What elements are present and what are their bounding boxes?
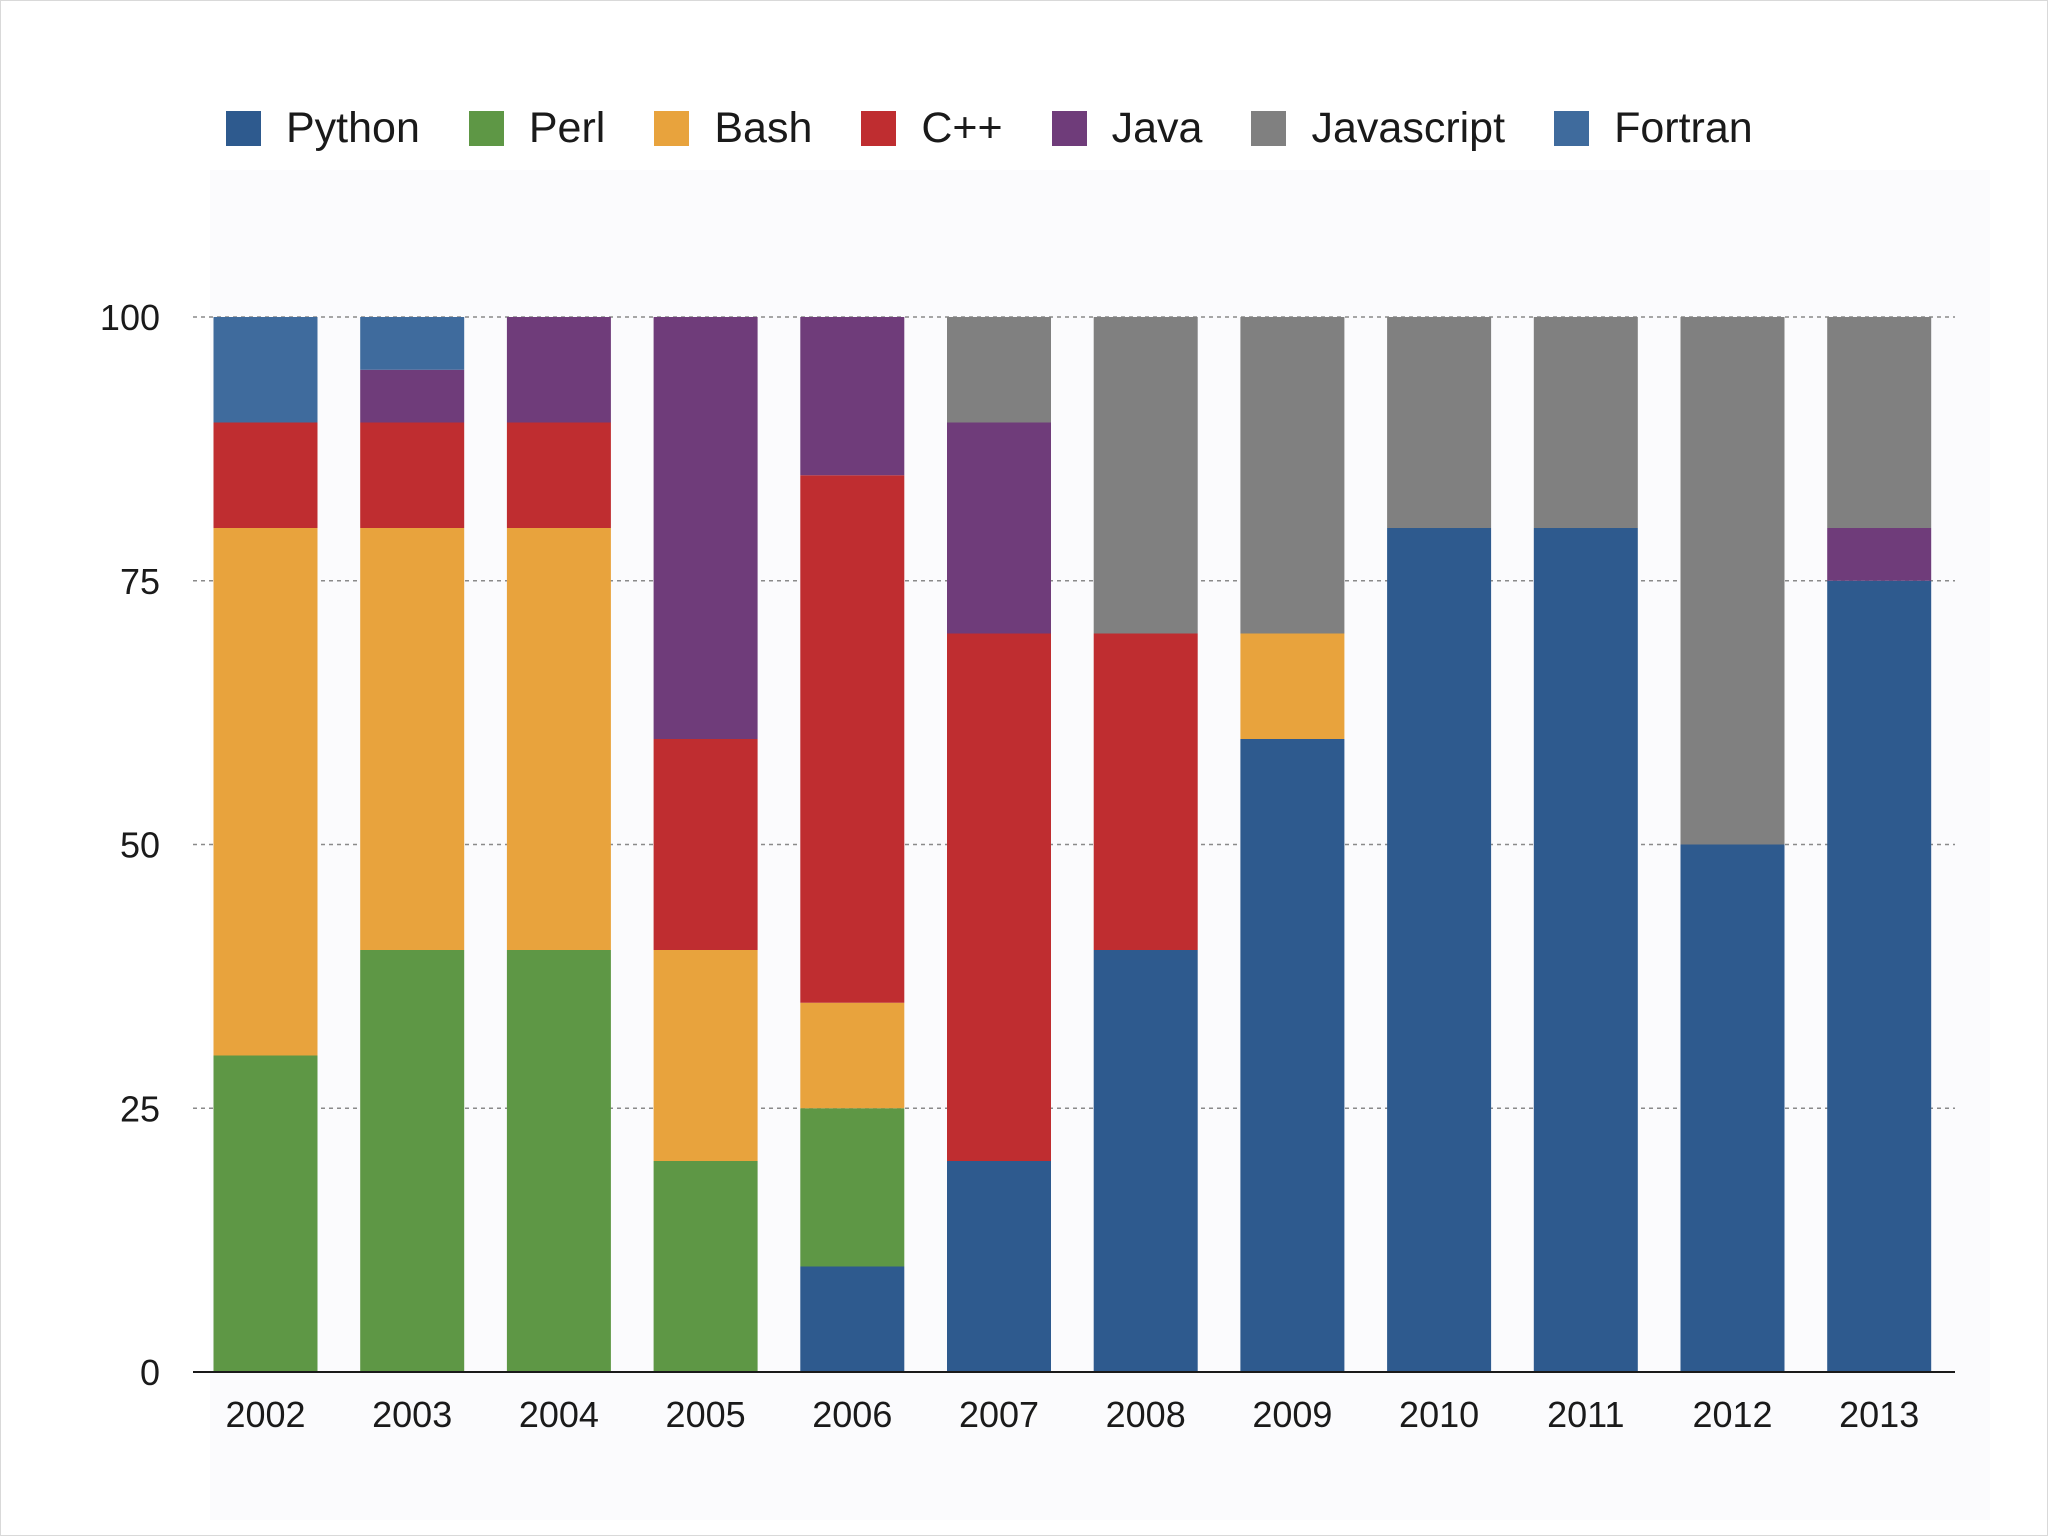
legend-item-fortran: Fortran bbox=[1554, 104, 1753, 153]
bar-segment-perl-2004 bbox=[506, 950, 611, 1372]
legend-label-java: Java bbox=[1111, 103, 1203, 152]
x-tick-label: 2010 bbox=[1399, 1394, 1479, 1435]
legend-swatch-bash bbox=[654, 110, 690, 146]
legend-item-bash: Bash bbox=[654, 104, 812, 153]
bar-segment-cpp-2002 bbox=[213, 422, 318, 528]
legend-swatch-fortran bbox=[1554, 110, 1590, 146]
gridlines bbox=[193, 316, 1955, 1109]
legend-label-fortran: Fortran bbox=[1614, 103, 1753, 152]
bar-segment-javascript-2009 bbox=[1240, 317, 1345, 634]
legend-item-perl: Perl bbox=[468, 103, 606, 153]
legend-swatch-java bbox=[1051, 110, 1087, 146]
bar-segment-perl-2006 bbox=[800, 1108, 905, 1267]
legend-swatch-cpp bbox=[861, 110, 897, 146]
bar-segment-java-2007 bbox=[947, 422, 1051, 634]
legend-swatch-python bbox=[226, 110, 261, 146]
bar-segment-cpp-2007 bbox=[947, 633, 1051, 1161]
bar-segment-javascript-2012 bbox=[1680, 317, 1785, 845]
x-tick-label: 2006 bbox=[812, 1394, 892, 1435]
y-tick-label: 25 bbox=[120, 1088, 160, 1129]
bar-segment-javascript-2013 bbox=[1827, 317, 1932, 528]
legend-label-bash: Bash bbox=[714, 103, 813, 152]
bar-segment-java-2006 bbox=[800, 317, 905, 476]
bar-segment-bash-2005 bbox=[653, 950, 758, 1161]
y-tick-label: 0 bbox=[140, 1352, 160, 1393]
bar-segment-javascript-2007 bbox=[947, 317, 1051, 423]
legend-swatch-perl bbox=[468, 110, 504, 146]
y-tick-label: 50 bbox=[120, 825, 160, 866]
bar-segment-python-2010 bbox=[1387, 528, 1492, 1372]
bars bbox=[213, 317, 1932, 1372]
legend: Python Perl Bash C++ Java Javascript For… bbox=[226, 98, 1802, 158]
x-tick-label: 2003 bbox=[372, 1394, 452, 1435]
bar-segment-bash-2006 bbox=[800, 1002, 905, 1109]
x-tick-label: 2005 bbox=[666, 1394, 746, 1435]
bar-segment-bash-2004 bbox=[506, 528, 611, 950]
bar-segment-python-2013 bbox=[1827, 580, 1932, 1372]
legend-label-perl: Perl bbox=[528, 103, 606, 152]
bar-segment-fortran-2002 bbox=[213, 317, 318, 423]
bar-segment-fortran-2003 bbox=[360, 317, 465, 370]
bar-segment-javascript-2011 bbox=[1533, 317, 1638, 528]
bar-segment-cpp-2008 bbox=[1093, 633, 1198, 950]
x-tick-label: 2013 bbox=[1839, 1394, 1919, 1435]
bar-segment-python-2009 bbox=[1240, 739, 1345, 1372]
bar-segment-perl-2002 bbox=[213, 1055, 318, 1372]
bar-segment-javascript-2008 bbox=[1093, 317, 1198, 634]
legend-item-python: Python bbox=[226, 104, 420, 153]
legend-label-cpp: C++ bbox=[921, 103, 1003, 152]
bar-segment-perl-2003 bbox=[360, 950, 465, 1372]
bar-segment-java-2013 bbox=[1827, 528, 1932, 581]
x-axis-ticks: 2002 2003 2004 2005 2006 2007 2008 2009 2010 2011… bbox=[225, 1394, 1919, 1435]
legend-label-javascript: Javascript bbox=[1311, 103, 1506, 152]
y-tick-label: 100 bbox=[100, 297, 160, 338]
bar-segment-cpp-2006 bbox=[800, 475, 905, 1003]
bar-segment-cpp-2003 bbox=[360, 422, 465, 528]
bar-segment-perl-2005 bbox=[653, 1161, 758, 1372]
bar-segment-python-2012 bbox=[1680, 844, 1785, 1372]
bar-segment-python-2006 bbox=[800, 1266, 905, 1372]
legend-item-cpp: C++ bbox=[861, 103, 1003, 153]
legend-item-javascript: Javascript bbox=[1251, 104, 1505, 153]
bar-segment-python-2011 bbox=[1533, 528, 1638, 1372]
bar-segment-java-2005 bbox=[653, 317, 758, 739]
legend-label-python: Python bbox=[286, 103, 420, 152]
x-tick-label: 2007 bbox=[959, 1394, 1039, 1435]
y-tick-label: 75 bbox=[120, 561, 160, 602]
x-tick-label: 2004 bbox=[519, 1394, 599, 1435]
legend-item-java: Java bbox=[1051, 103, 1203, 153]
bar-segment-java-2004 bbox=[506, 317, 611, 423]
x-tick-label: 2012 bbox=[1692, 1394, 1772, 1435]
legend-swatch-javascript bbox=[1251, 110, 1287, 146]
x-tick-label: 2011 bbox=[1547, 1394, 1624, 1435]
x-tick-label: 2002 bbox=[225, 1394, 305, 1435]
bar-segment-cpp-2004 bbox=[506, 422, 611, 528]
y-axis-ticks: 0 25 50 75 100 bbox=[100, 297, 160, 1393]
x-tick-label: 2008 bbox=[1106, 1394, 1186, 1435]
bar-segment-python-2007 bbox=[947, 1161, 1051, 1372]
bar-segment-bash-2002 bbox=[213, 528, 318, 1056]
x-tick-label: 2009 bbox=[1252, 1394, 1332, 1435]
bar-segment-java-2003 bbox=[360, 369, 465, 423]
bar-segment-cpp-2005 bbox=[653, 739, 758, 950]
bar-segment-python-2008 bbox=[1093, 950, 1198, 1372]
bar-segment-bash-2003 bbox=[360, 528, 465, 950]
bar-segment-javascript-2010 bbox=[1387, 317, 1492, 528]
bar-segment-bash-2009 bbox=[1240, 633, 1345, 739]
